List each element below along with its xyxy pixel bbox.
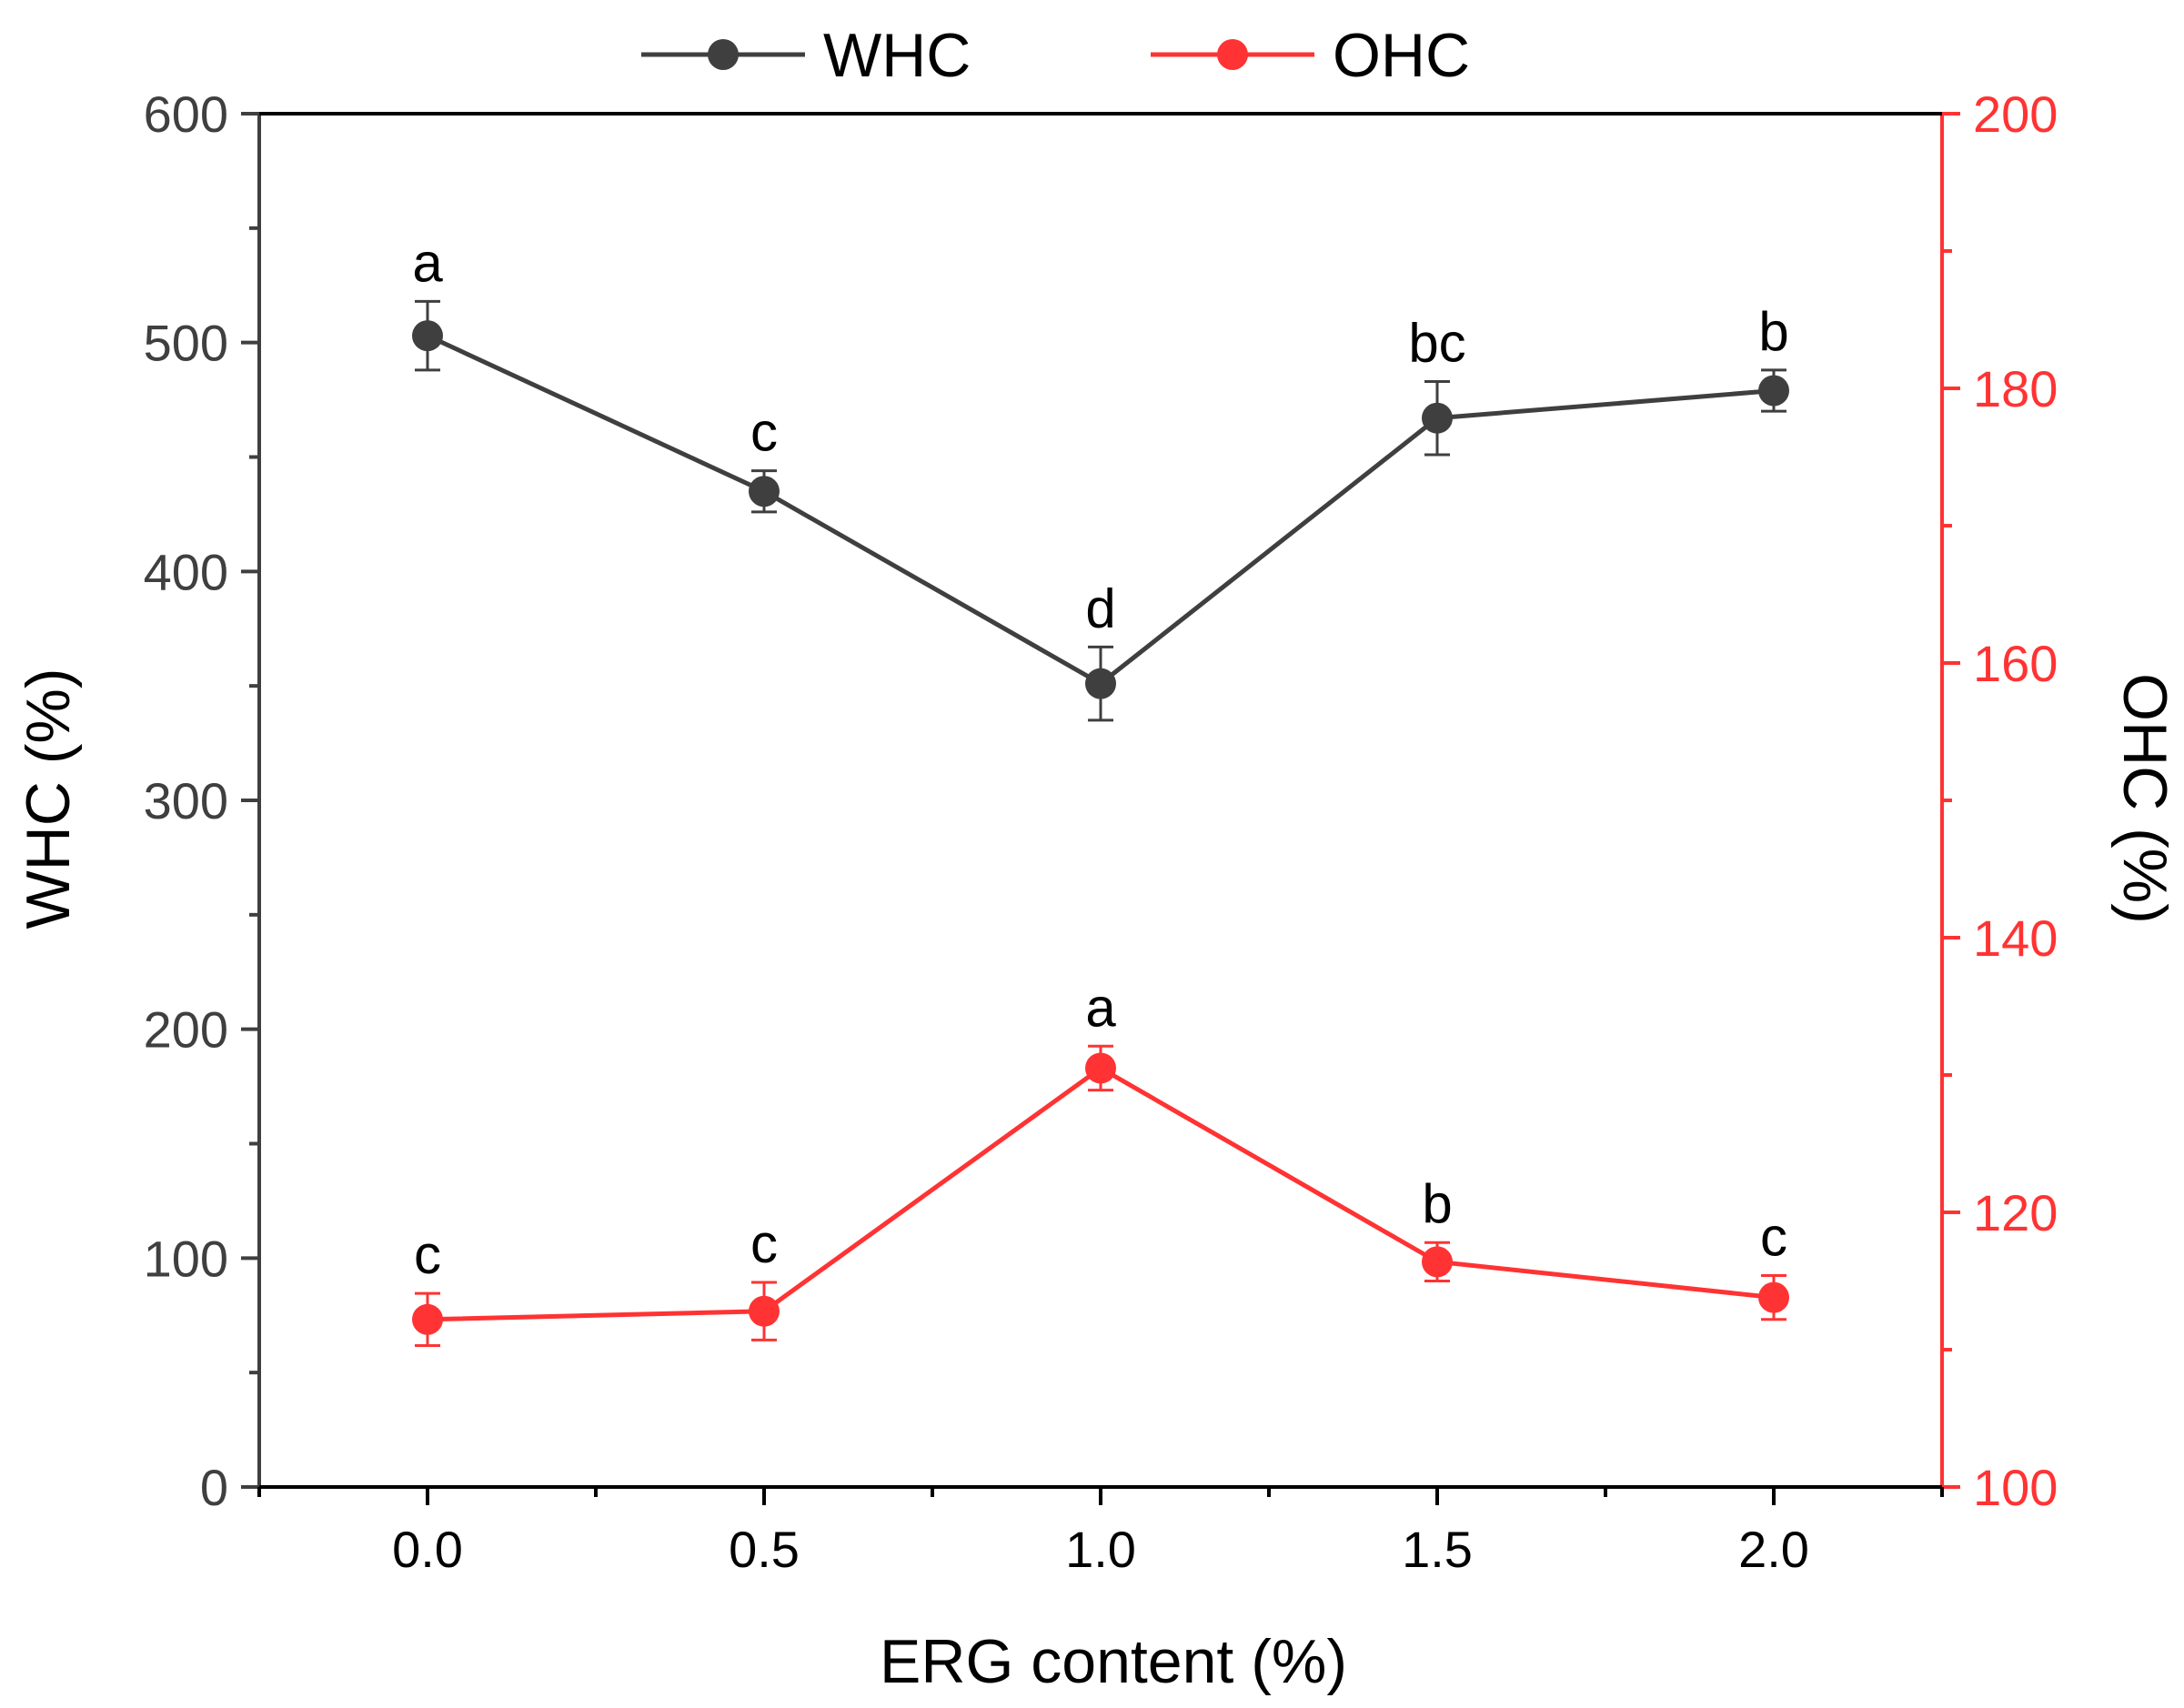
y-left-tick-label: 600 (144, 85, 228, 143)
whc-significance-label: bc (1408, 312, 1465, 373)
legend-item-ohc: OHC (1151, 21, 1470, 90)
whc-point (412, 320, 443, 352)
y-right-tick-label: 120 (1973, 1184, 2058, 1241)
y-right-axis-title: OHC (%) (2110, 673, 2179, 924)
y-left-tick-label: 200 (144, 1001, 228, 1059)
y-left-tick-label: 100 (144, 1230, 228, 1287)
legend-label: OHC (1333, 21, 1470, 90)
x-axis-title: ERG content (%) (880, 1627, 1347, 1696)
y-right-tick-label: 100 (1973, 1459, 2058, 1516)
ohc-point (1422, 1246, 1453, 1278)
axes: 0 100 200 300 400 500 600 100 120 140 160 180 200 0.0… (144, 85, 2058, 1578)
ohc-point (1085, 1052, 1116, 1084)
whc-significance-label: b (1758, 301, 1788, 362)
ohc-significance-label: b (1422, 1173, 1452, 1234)
y-left-axis-title: WHC (%) (14, 668, 83, 929)
legend-item-whc: WHC (641, 21, 971, 90)
whc-point (1422, 402, 1453, 434)
legend: WHC OHC (641, 21, 1470, 90)
whc-point (749, 476, 780, 507)
whc-significance-label: d (1085, 578, 1115, 638)
whc-significance-label: c (750, 402, 778, 463)
x-tick-label: 1.0 (1065, 1521, 1136, 1578)
whc-significance-label: a (412, 232, 443, 293)
y-right-tick-label: 140 (1973, 909, 2058, 967)
x-tick-label: 1.5 (1402, 1521, 1473, 1578)
whc-point (1085, 668, 1116, 699)
series-whc: a c d bc b (412, 232, 1789, 722)
x-tick-label: 0.5 (729, 1521, 800, 1578)
legend-marker (1217, 39, 1248, 70)
y-left-tick-label: 300 (144, 772, 228, 829)
y-left-tick-label: 0 (200, 1459, 228, 1516)
ohc-significance-label: a (1085, 977, 1116, 1038)
ohc-significance-label: c (414, 1224, 441, 1285)
y-right-tick-label: 160 (1973, 635, 2058, 692)
legend-label: WHC (823, 21, 971, 90)
ohc-significance-label: c (750, 1213, 778, 1274)
y-right-tick-label: 180 (1973, 360, 2058, 417)
x-tick-label: 2.0 (1738, 1521, 1809, 1578)
ohc-point (749, 1295, 780, 1327)
y-left-tick-label: 500 (144, 315, 228, 372)
legend-marker (708, 39, 739, 70)
ohc-point (1758, 1281, 1789, 1313)
ohc-significance-label: c (1760, 1206, 1787, 1267)
y-left-tick-label: 400 (144, 543, 228, 600)
ohc-line (427, 1065, 1775, 1322)
ohc-point (412, 1303, 443, 1335)
x-tick-label: 0.0 (392, 1521, 463, 1578)
y-right-tick-label: 200 (1973, 85, 2058, 143)
whc-point (1758, 375, 1789, 407)
series-ohc: c c a b c (412, 977, 1789, 1347)
